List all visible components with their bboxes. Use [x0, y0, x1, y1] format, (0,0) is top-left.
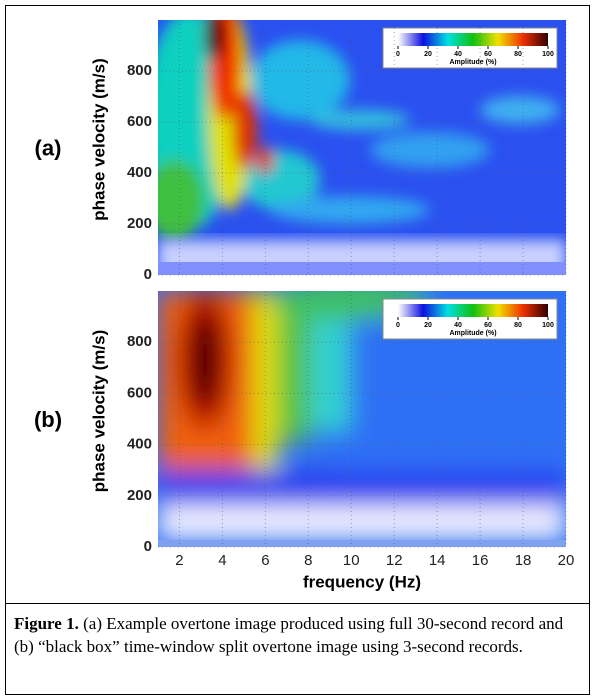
axis-label: frequency (Hz)	[303, 572, 421, 591]
colorbar-label: Amplitude (%)	[449, 59, 496, 66]
panel-label: (a)	[35, 135, 62, 160]
x-tick-label: 10	[343, 552, 360, 569]
caption-separator	[6, 603, 589, 604]
panel-label: (b)	[34, 407, 62, 432]
colorbar-tick-label: 20	[424, 51, 432, 58]
colorbar-tick-label: 80	[514, 322, 522, 329]
colorbar-tick-label: 0	[396, 322, 400, 329]
y-tick-label: 600	[127, 384, 152, 401]
heatmap-image	[158, 291, 566, 547]
caption-label: Figure 1.	[14, 614, 79, 633]
y-tick-label: 400	[127, 436, 152, 453]
x-tick-label: 16	[472, 552, 489, 569]
axis-label: phase velocity (m/s)	[89, 330, 108, 493]
figure-frame	[5, 5, 590, 695]
colorbar	[398, 304, 548, 317]
x-tick-label: 6	[261, 552, 269, 569]
caption: Figure 1. (a) Example overtone image pro…	[14, 612, 574, 658]
colorbar-tick-label: 20	[424, 322, 432, 329]
colorbar-tick-label: 100	[542, 322, 554, 329]
colorbar-tick-label: 80	[514, 51, 522, 58]
x-tick-label: 12	[386, 552, 403, 569]
colorbar-tick-label: 0	[396, 51, 400, 58]
colorbar-tick-label: 100	[542, 51, 554, 58]
x-tick-label: 8	[304, 552, 312, 569]
x-tick-label: 20	[558, 552, 575, 569]
y-tick-label: 800	[127, 333, 152, 350]
colorbar-label: Amplitude (%)	[449, 330, 496, 337]
colorbar-tick-label: 60	[484, 322, 492, 329]
y-tick-label: 600	[127, 113, 152, 130]
colorbar	[398, 33, 548, 46]
x-tick-label: 4	[218, 552, 226, 569]
y-tick-label: 200	[127, 215, 152, 232]
y-tick-label: 800	[127, 62, 152, 79]
y-tick-label: 0	[144, 266, 152, 283]
caption-text: (a) Example overtone image produced usin…	[14, 614, 564, 656]
y-tick-label: 400	[127, 164, 152, 181]
heatmap-image	[158, 20, 566, 275]
y-tick-label: 200	[127, 487, 152, 504]
colorbar-tick-label: 60	[484, 51, 492, 58]
x-tick-label: 14	[429, 552, 446, 569]
x-tick-label: 2	[175, 552, 183, 569]
colorbar-tick-label: 40	[454, 51, 462, 58]
axis-label: phase velocity (m/s)	[89, 58, 108, 221]
colorbar-tick-label: 40	[454, 322, 462, 329]
x-tick-label: 18	[515, 552, 532, 569]
y-tick-label: 0	[144, 538, 152, 555]
